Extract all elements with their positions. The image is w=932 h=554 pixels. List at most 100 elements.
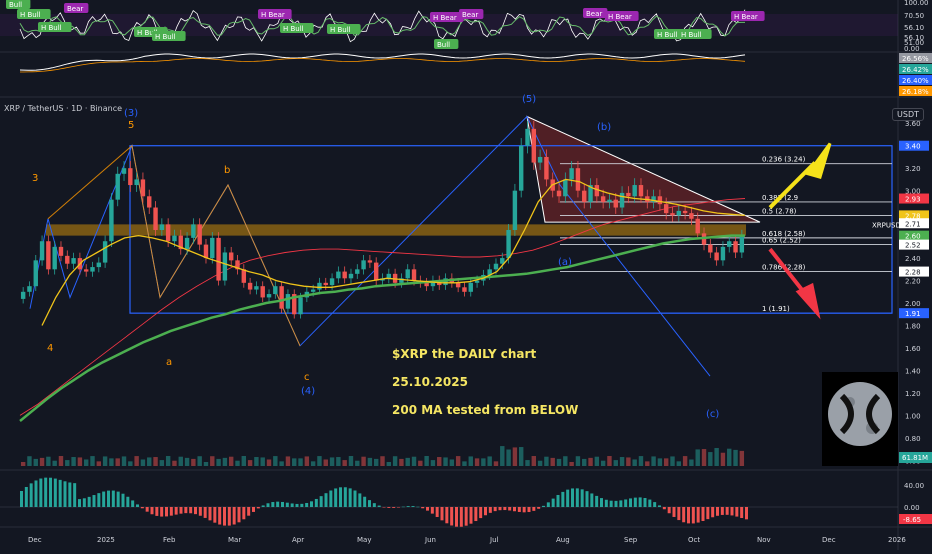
volume-bar bbox=[657, 458, 663, 466]
osc-bar bbox=[29, 483, 33, 507]
price-axis[interactable]: 3.603.203.002.802.602.402.202.001.801.60… bbox=[872, 120, 932, 465]
osc-bar bbox=[532, 507, 536, 511]
volume-bar bbox=[254, 457, 259, 466]
volume-bar bbox=[77, 457, 83, 466]
candle-body bbox=[474, 280, 480, 283]
candle-body bbox=[260, 286, 265, 298]
price-panel[interactable]: 0.236 (3.24)0.382 (2.90.5 (2.78)0.618 (2… bbox=[19, 94, 898, 466]
price-marker-value: 3.40 bbox=[905, 143, 921, 151]
oscillator-panel[interactable]: 40.00 0.00 -8.65 bbox=[0, 477, 932, 527]
osc-bar bbox=[648, 499, 652, 507]
rsi-signal-label-bg bbox=[17, 9, 51, 19]
price-axis-tick: 2.20 bbox=[905, 278, 921, 286]
volume-bar bbox=[500, 446, 505, 466]
candle-body bbox=[708, 244, 713, 253]
osc-bar bbox=[716, 507, 719, 516]
osc-bar bbox=[459, 507, 463, 527]
volume-bar bbox=[556, 458, 562, 466]
wave-label: a bbox=[166, 357, 172, 368]
osc-bar bbox=[537, 507, 541, 509]
osc-bar bbox=[658, 505, 661, 507]
volume-bar bbox=[531, 456, 537, 466]
osc-bar bbox=[474, 507, 478, 522]
osc-bar bbox=[740, 507, 744, 519]
candle-body bbox=[588, 185, 593, 202]
osc-bar bbox=[58, 479, 62, 507]
wave-label: (5) bbox=[522, 94, 536, 105]
candle-body bbox=[203, 244, 209, 259]
volume-bar bbox=[714, 448, 719, 466]
volume-bar bbox=[550, 457, 555, 466]
osc-bar bbox=[203, 507, 207, 518]
candle-body bbox=[544, 156, 549, 180]
rsi-signal-label: Bear bbox=[586, 10, 602, 18]
osc-bar bbox=[261, 505, 265, 507]
osc-bar bbox=[368, 500, 371, 507]
candle-body bbox=[714, 252, 719, 261]
ma-percent-panel[interactable]: 26.56% 26.42% 26.40% 26.18% bbox=[19, 53, 932, 96]
candle-body bbox=[336, 271, 341, 279]
osc-bar bbox=[498, 507, 502, 511]
annotation-line-3: 200 MA tested from BELOW bbox=[392, 403, 578, 417]
candle-body bbox=[159, 224, 165, 230]
candle-body bbox=[121, 168, 127, 174]
time-axis-tick: Jun bbox=[424, 536, 436, 544]
volume-bar bbox=[663, 458, 669, 466]
candle-body bbox=[569, 168, 574, 180]
osc-bar bbox=[150, 507, 154, 515]
candle-body bbox=[657, 196, 663, 205]
price-marker-value: 2.52 bbox=[905, 242, 921, 250]
volume-bar bbox=[210, 456, 215, 466]
candle-body bbox=[52, 246, 57, 270]
volume-bar bbox=[128, 461, 133, 466]
volume-bar bbox=[468, 456, 473, 466]
osc-bar bbox=[285, 502, 289, 507]
candle-body bbox=[46, 241, 51, 270]
osc-bar bbox=[92, 495, 96, 507]
osc-bar bbox=[653, 502, 657, 507]
volume-bar bbox=[260, 457, 265, 466]
candle-body bbox=[323, 282, 328, 286]
time-axis-tick: Sep bbox=[624, 536, 638, 544]
volume-bar bbox=[58, 456, 64, 466]
osc-bar bbox=[701, 507, 705, 521]
osc-bar bbox=[426, 507, 429, 511]
price-marker-tag bbox=[899, 308, 929, 319]
rsi-signal-label-bg bbox=[583, 8, 608, 18]
time-axis[interactable]: Dec 2025 Feb Mar Apr May Jun Jul Aug Sep Oct Nov Dec… bbox=[28, 536, 906, 544]
osc-bar bbox=[604, 499, 608, 507]
candle-body bbox=[247, 282, 253, 290]
volume-bar bbox=[569, 461, 574, 466]
rsi-signal-label: H Bear bbox=[433, 14, 457, 22]
osc-bar bbox=[696, 507, 700, 523]
osc-bar bbox=[619, 500, 623, 507]
currency-button[interactable]: USDT bbox=[892, 108, 924, 121]
candle-body bbox=[222, 252, 228, 281]
candle-body bbox=[355, 269, 360, 274]
time-axis-tick: Aug bbox=[556, 536, 570, 544]
volume-bar bbox=[386, 461, 392, 466]
osc-bar bbox=[643, 498, 647, 507]
volume-bar bbox=[651, 456, 656, 466]
rsi-signal-label-bg bbox=[38, 22, 72, 32]
osc-bar bbox=[121, 493, 125, 507]
candle-body bbox=[373, 262, 379, 281]
osc-bar bbox=[198, 507, 202, 516]
rsi-axis-tick: 100.00 bbox=[904, 0, 929, 7]
candle-body bbox=[676, 210, 682, 216]
candle-body bbox=[254, 286, 259, 290]
osc-bar bbox=[39, 478, 43, 507]
price-axis-tick: 1.80 bbox=[905, 323, 921, 331]
volume-bar bbox=[298, 458, 303, 466]
candle-body bbox=[506, 230, 511, 259]
price-axis-tick: 0.80 bbox=[905, 435, 921, 443]
candle-body bbox=[33, 260, 38, 287]
osc-bar bbox=[363, 496, 367, 507]
osc-bar bbox=[556, 494, 560, 507]
ma200-line bbox=[19, 234, 745, 422]
osc-bar bbox=[542, 505, 545, 507]
osc-bar bbox=[102, 491, 106, 507]
